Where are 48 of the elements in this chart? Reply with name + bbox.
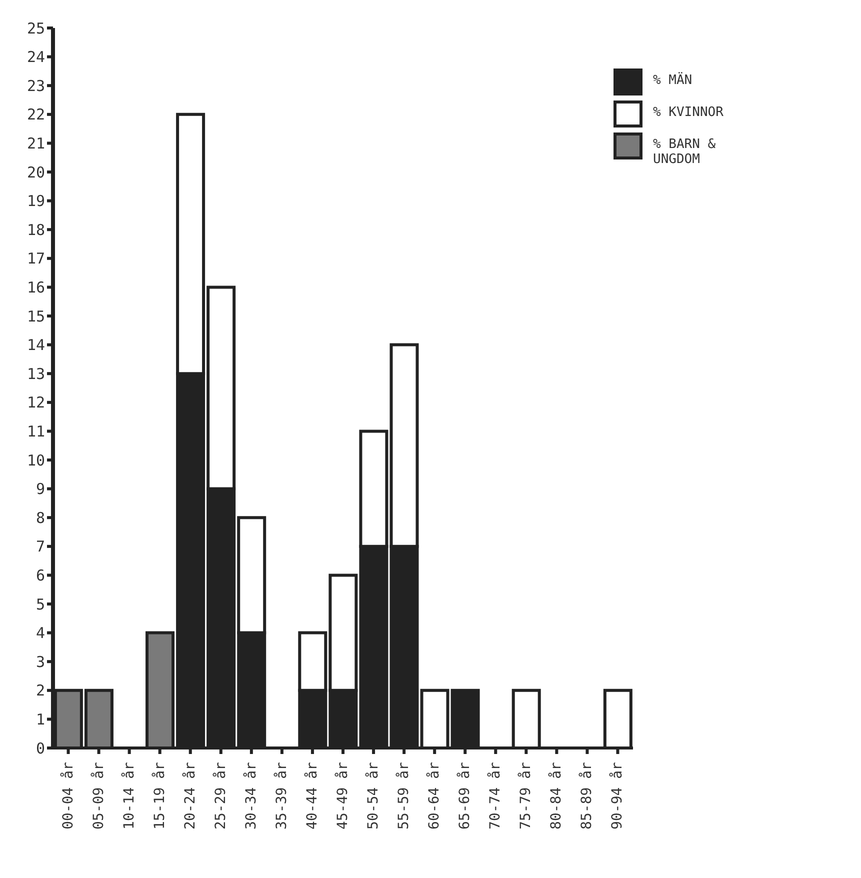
x-tick-label: 05-09 år	[90, 762, 107, 830]
x-tick-label: 40-44 år	[303, 762, 320, 830]
y-tick-label: 23	[26, 76, 45, 95]
y-tick-label: 18	[26, 220, 45, 239]
x-tick-label: 25-29 år	[212, 762, 229, 830]
y-tick-label: 1	[36, 710, 45, 729]
y-tick-label: 16	[26, 278, 45, 297]
y-tick-label: 22	[26, 106, 45, 124]
x-tick-label: 35-39 år	[272, 762, 290, 830]
x-tick-label: 00-04 år	[59, 762, 76, 830]
x-tick-label: 75-79 år	[517, 762, 534, 830]
y-tick-label: 12	[26, 394, 45, 412]
x-tick-label: 50-54 år	[364, 762, 382, 830]
y-tick-label: 10	[26, 451, 45, 470]
x-tick-label: 20-24 år	[181, 762, 198, 830]
y-tick-label: 25	[26, 19, 45, 38]
x-tick-label: 85-89 år	[578, 762, 596, 830]
legend-label: % BARN & UNGDOM	[653, 137, 717, 167]
x-tick-label: 30-34 år	[242, 762, 260, 830]
y-tick-label: 21	[26, 134, 45, 153]
x-tick-label: 15-19 år	[150, 762, 168, 830]
x-tick-label: 10-14 år	[120, 762, 138, 830]
x-tick-label: 45-49 år	[334, 762, 351, 830]
y-tick-label: 7	[36, 538, 45, 556]
y-tick-label: 20	[26, 163, 45, 182]
y-tick-label: 9	[36, 480, 45, 498]
y-tick-label: 11	[26, 422, 45, 441]
y-tick-label: 17	[26, 250, 45, 268]
y-tick-label: 6	[36, 566, 45, 585]
x-tick-label: 80-84 år	[548, 762, 565, 830]
y-tick-label: 14	[26, 336, 45, 354]
x-tick-label: 90-94 år	[608, 762, 626, 830]
x-tick-label: 70-74 år	[486, 762, 504, 830]
y-tick-label: 19	[26, 192, 45, 210]
y-tick-label: 13	[26, 364, 45, 383]
legend-label: % KVINNOR	[653, 105, 724, 120]
y-tick-label: 24	[26, 48, 45, 66]
y-tick-label: 5	[36, 595, 45, 614]
x-tick-label: 60-64 år	[426, 762, 443, 830]
y-tick-label: 2	[36, 682, 45, 700]
y-tick-label: 15	[26, 307, 45, 326]
x-tick-label: 65-69 år	[456, 762, 474, 830]
legend-label: % MÄN	[653, 73, 692, 88]
y-tick-label: 0	[36, 739, 45, 758]
x-tick-label: 55-59 år	[395, 762, 412, 830]
y-tick-label: 8	[36, 508, 45, 527]
y-tick-label: 3	[36, 652, 45, 671]
y-tick-label: 4	[36, 624, 45, 642]
